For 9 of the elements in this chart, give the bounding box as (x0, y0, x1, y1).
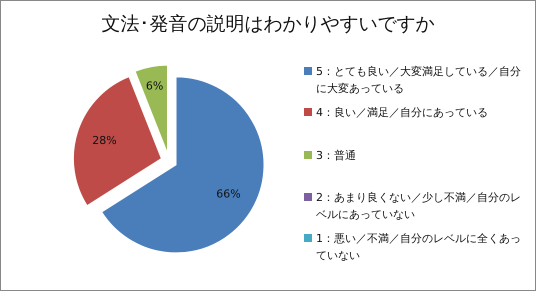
data-label: 6% (146, 80, 164, 93)
data-label: 66% (216, 188, 241, 201)
chart-title: 文法･発音の説明はわかりやすいですか (100, 12, 436, 37)
legend-label: 2：あまり良くない／少し不満／自分のレベルにあっていない (316, 191, 521, 221)
data-label: 28% (92, 134, 117, 148)
legend-label: 1：悪い／不満／自分のレベルに全くあっていない (316, 232, 521, 262)
legend-label: 4：良い／満足／自分にあっている (316, 106, 488, 119)
legend-label: 3：普通 (316, 149, 356, 162)
legend-label: 5：とても良い／大変満足している／自分に大変あっている (316, 65, 521, 95)
